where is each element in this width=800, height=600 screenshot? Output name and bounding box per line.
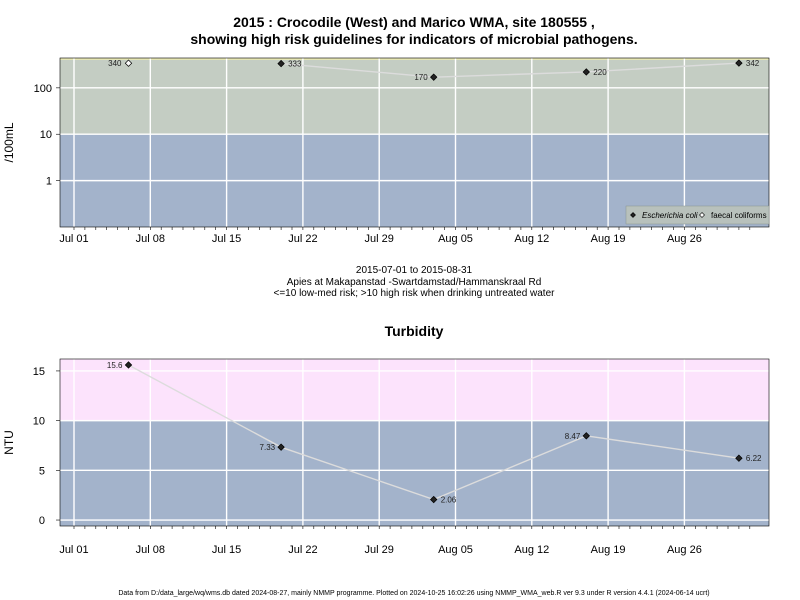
chart1-data-label: 342 (746, 59, 760, 68)
chart2-data-label: 2.06 (441, 496, 457, 505)
chart2-marks: 15.6 7.33 2.06 8.47 6.22 (107, 361, 762, 505)
chart2-point (124, 361, 133, 369)
chart1-data-label: 170 (414, 73, 428, 82)
chart1-x-tick-label: Jul 15 (212, 233, 241, 245)
chart1-x-tick-label: Jul 08 (136, 233, 165, 245)
chart2-frame (59, 358, 770, 527)
chart1-y-axis: 1 10 100 (34, 83, 60, 188)
chart1-title-line1: 2015 : Crocodile (West) and Marico WMA, … (233, 14, 595, 30)
legend-entry-ecoli: Escherichia coli (642, 211, 698, 220)
chart2-x-tick-label: Aug 26 (667, 544, 702, 556)
chart1-point-faecal (124, 59, 133, 67)
risk-note-text: <=10 low-med risk; >10 high risk when dr… (274, 288, 556, 299)
chart1-frame (59, 57, 770, 228)
chart1-marks: 333 170 220 342 340 (108, 59, 760, 82)
chart1-x-tick-label: Jul 22 (288, 233, 317, 245)
chart2-title: Turbidity (385, 323, 444, 339)
chart2-band-high (60, 359, 769, 421)
chart1-x-axis: Jul 01 Jul 08 Jul 15 Jul 22 Jul 29 Aug 05 Aug … (59, 227, 751, 245)
chart1-point-ecoli (582, 68, 590, 76)
chart1-series-line-ecoli (281, 62, 739, 78)
chart2-data-label: 15.6 (107, 361, 123, 370)
chart1-title-line2: showing high risk guidelines for indicat… (190, 31, 637, 47)
legend-marker-faecal (699, 212, 705, 218)
chart2-x-tick-label: Jul 15 (212, 544, 241, 556)
chart1-legend: Escherichia coli faecal coliforms (625, 205, 770, 225)
chart2-plot-area: 15.67.332.068.476.22 Jul 01 Jul 08 Jul 15 J… (2, 358, 770, 556)
chart2-x-tick-label: Jul 01 (59, 544, 88, 556)
chart2-y-label: NTU (2, 430, 16, 455)
chart2-y-tick-label: 0 (39, 515, 45, 527)
chart1-point-ecoli (277, 59, 285, 68)
chart2-x-tick-label: Aug 12 (514, 544, 549, 556)
chart1-data-label: 340 (108, 59, 122, 68)
chart1-data-label: 333 (288, 60, 302, 69)
chart2-data-label: 7.33 (260, 443, 276, 452)
chart2-y-axis: 0 5 10 15 (33, 366, 60, 527)
chart1-y-tick-label: 1 (46, 176, 52, 188)
chart2-data-label: 8.47 (565, 432, 581, 441)
chart2-band-low (60, 420, 769, 526)
chart1-x-tick-label: Aug 12 (514, 233, 549, 245)
chart2-x-tick-label: Aug 05 (438, 544, 473, 556)
footer-note: Data from D:/data_large/wq/wms.db dated … (118, 590, 709, 597)
chart1-y-tick-label: 100 (34, 83, 52, 95)
chart1-y-tick-label: 10 (40, 129, 52, 141)
chart1-point-ecoli (430, 73, 438, 81)
chart2-x-tick-label: Jul 08 (136, 544, 165, 556)
date-range-text: 2015-07-01 to 2015-08-31 (356, 265, 473, 276)
chart2-y-tick-label: 5 (39, 465, 45, 477)
chart1-x-tick-label: Aug 26 (667, 233, 702, 245)
chart2-point (735, 454, 743, 462)
legend-box (625, 205, 770, 225)
chart1-x-tick-label: Aug 19 (591, 233, 626, 245)
chart2-point (430, 495, 438, 504)
chart2-x-axis: Jul 01 Jul 08 Jul 15 Jul 22 Jul 29 Aug 05 Aug … (59, 526, 751, 556)
site-name-text: Apies at Makapanstad -Swartdamstad/Hamma… (287, 277, 542, 288)
chart2-x-tick-label: Jul 29 (365, 544, 394, 556)
chart2-y-tick-label: 10 (33, 416, 45, 428)
legend-entry-faecal: faecal coliforms (711, 211, 767, 220)
chart1-x-tick-label: Aug 05 (438, 233, 473, 245)
chart1-point-ecoli (735, 59, 743, 67)
chart2-y-tick-label: 15 (33, 366, 45, 378)
chart1-grid (60, 58, 769, 227)
chart1-x-tick-label: Jul 01 (59, 233, 88, 245)
chart2-x-tick-label: Jul 22 (288, 544, 317, 556)
chart1-data-label: 220 (593, 68, 607, 77)
chart1-band-high (60, 58, 769, 135)
legend-marker-ecoli (630, 212, 636, 218)
chart2-x-tick-label: Aug 19 (591, 544, 626, 556)
chart1-plot-area: 333 170 220 342 340 Jul 01 Jul 08 Jul 15 Jul 22… (2, 57, 770, 245)
chart1-y-label: /100mL (2, 122, 16, 162)
chart2-point (277, 443, 285, 451)
chart1-x-tick-label: Jul 29 (365, 233, 394, 245)
chart2-point (582, 432, 590, 440)
chart2-grid (60, 359, 769, 526)
chart2-data-label: 6.22 (746, 454, 762, 463)
